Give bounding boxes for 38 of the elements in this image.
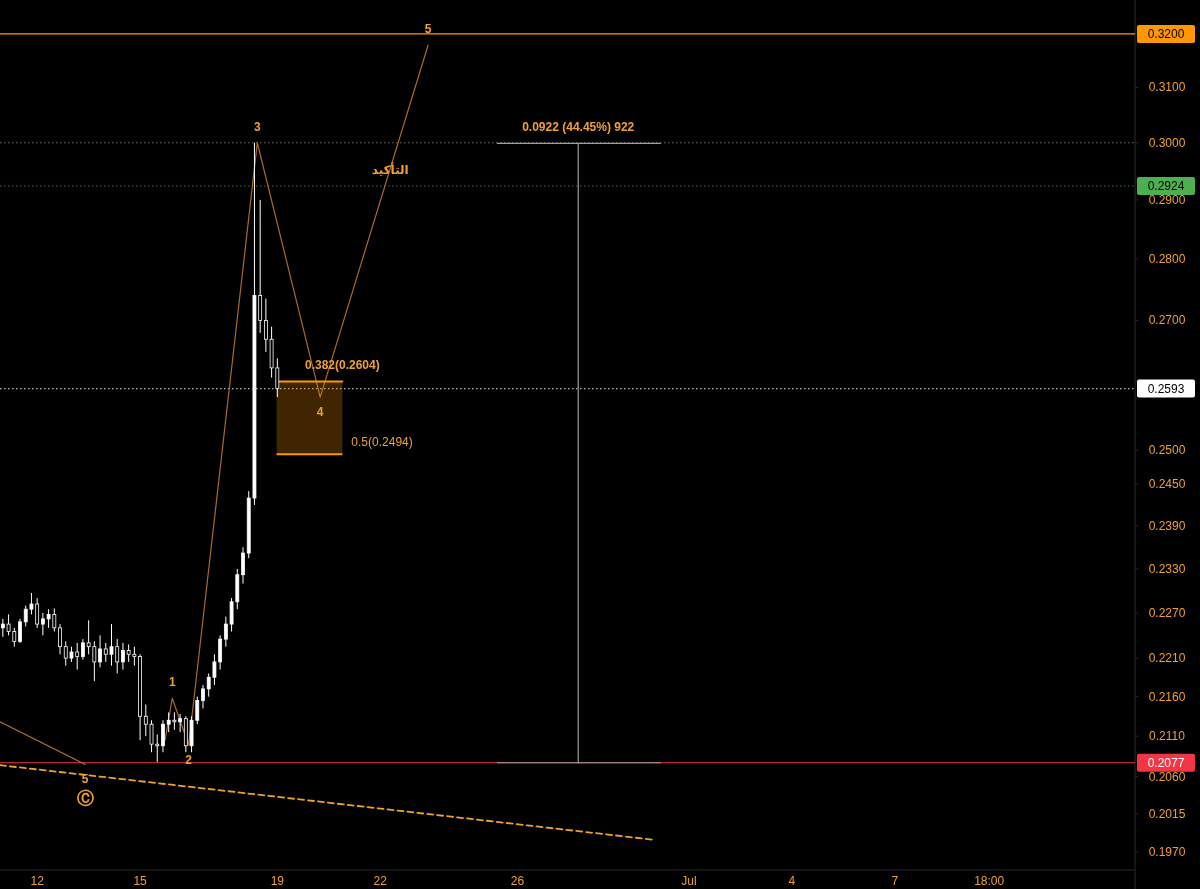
x-tick-label: 18:00 [974, 874, 1005, 888]
annotation: 0.382(0.2604) [304, 358, 380, 373]
y-tick-label: 0.2160 [1148, 689, 1186, 704]
x-tick-label: 7 [891, 874, 899, 888]
x-tick-label: 4 [788, 874, 796, 888]
y-tick-label: 0.2700 [1148, 313, 1186, 328]
y-tick-label: 0.2450 [1148, 477, 1186, 492]
ref-line-label: 0.2924 [1147, 179, 1185, 193]
y-tick-label: 0.2015 [1148, 806, 1186, 821]
annotation: 0.0922 (44.45%) 922 [522, 120, 635, 135]
x-tick-label: Jul [681, 874, 697, 888]
x-tick-label: 12 [30, 874, 45, 888]
y-tick-label: 0.2110 [1149, 729, 1186, 744]
y-tick-label: 0.2900 [1148, 192, 1186, 207]
ref-line-label: 0.3200 [1147, 26, 1185, 41]
annotation: Ⓒ [76, 789, 94, 809]
y-tick-label: 0.2390 [1148, 519, 1186, 534]
x-tick-label: 26 [510, 874, 525, 888]
y-tick-label: 0.3000 [1148, 135, 1186, 150]
x-tick-label: 15 [133, 874, 148, 888]
annotation: 4 [316, 405, 324, 420]
ref-line-label: 0.2077 [1147, 755, 1185, 770]
y-tick-label: 0.3100 [1148, 80, 1186, 95]
y-tick-label: 0.2500 [1148, 443, 1186, 458]
annotation: التأكيد [371, 161, 409, 177]
annotation: 5 [424, 22, 432, 37]
annotation: 0.5(0.2494) [351, 435, 413, 450]
annotation: 1 [168, 675, 176, 690]
y-tick-label: 0.2330 [1148, 561, 1186, 576]
y-tick-label: 0.2270 [1148, 605, 1186, 620]
ref-line-label: 0.2593 [1147, 381, 1185, 396]
annotation: 3 [253, 119, 261, 134]
y-tick-label: 0.2060 [1148, 769, 1186, 784]
y-tick-label: 0.2210 [1148, 651, 1186, 666]
x-tick-label: 19 [270, 874, 285, 888]
x-tick-label: 22 [373, 874, 388, 888]
y-tick-label: 0.2800 [1148, 252, 1186, 267]
y-tick-label: 0.1970 [1148, 844, 1186, 859]
